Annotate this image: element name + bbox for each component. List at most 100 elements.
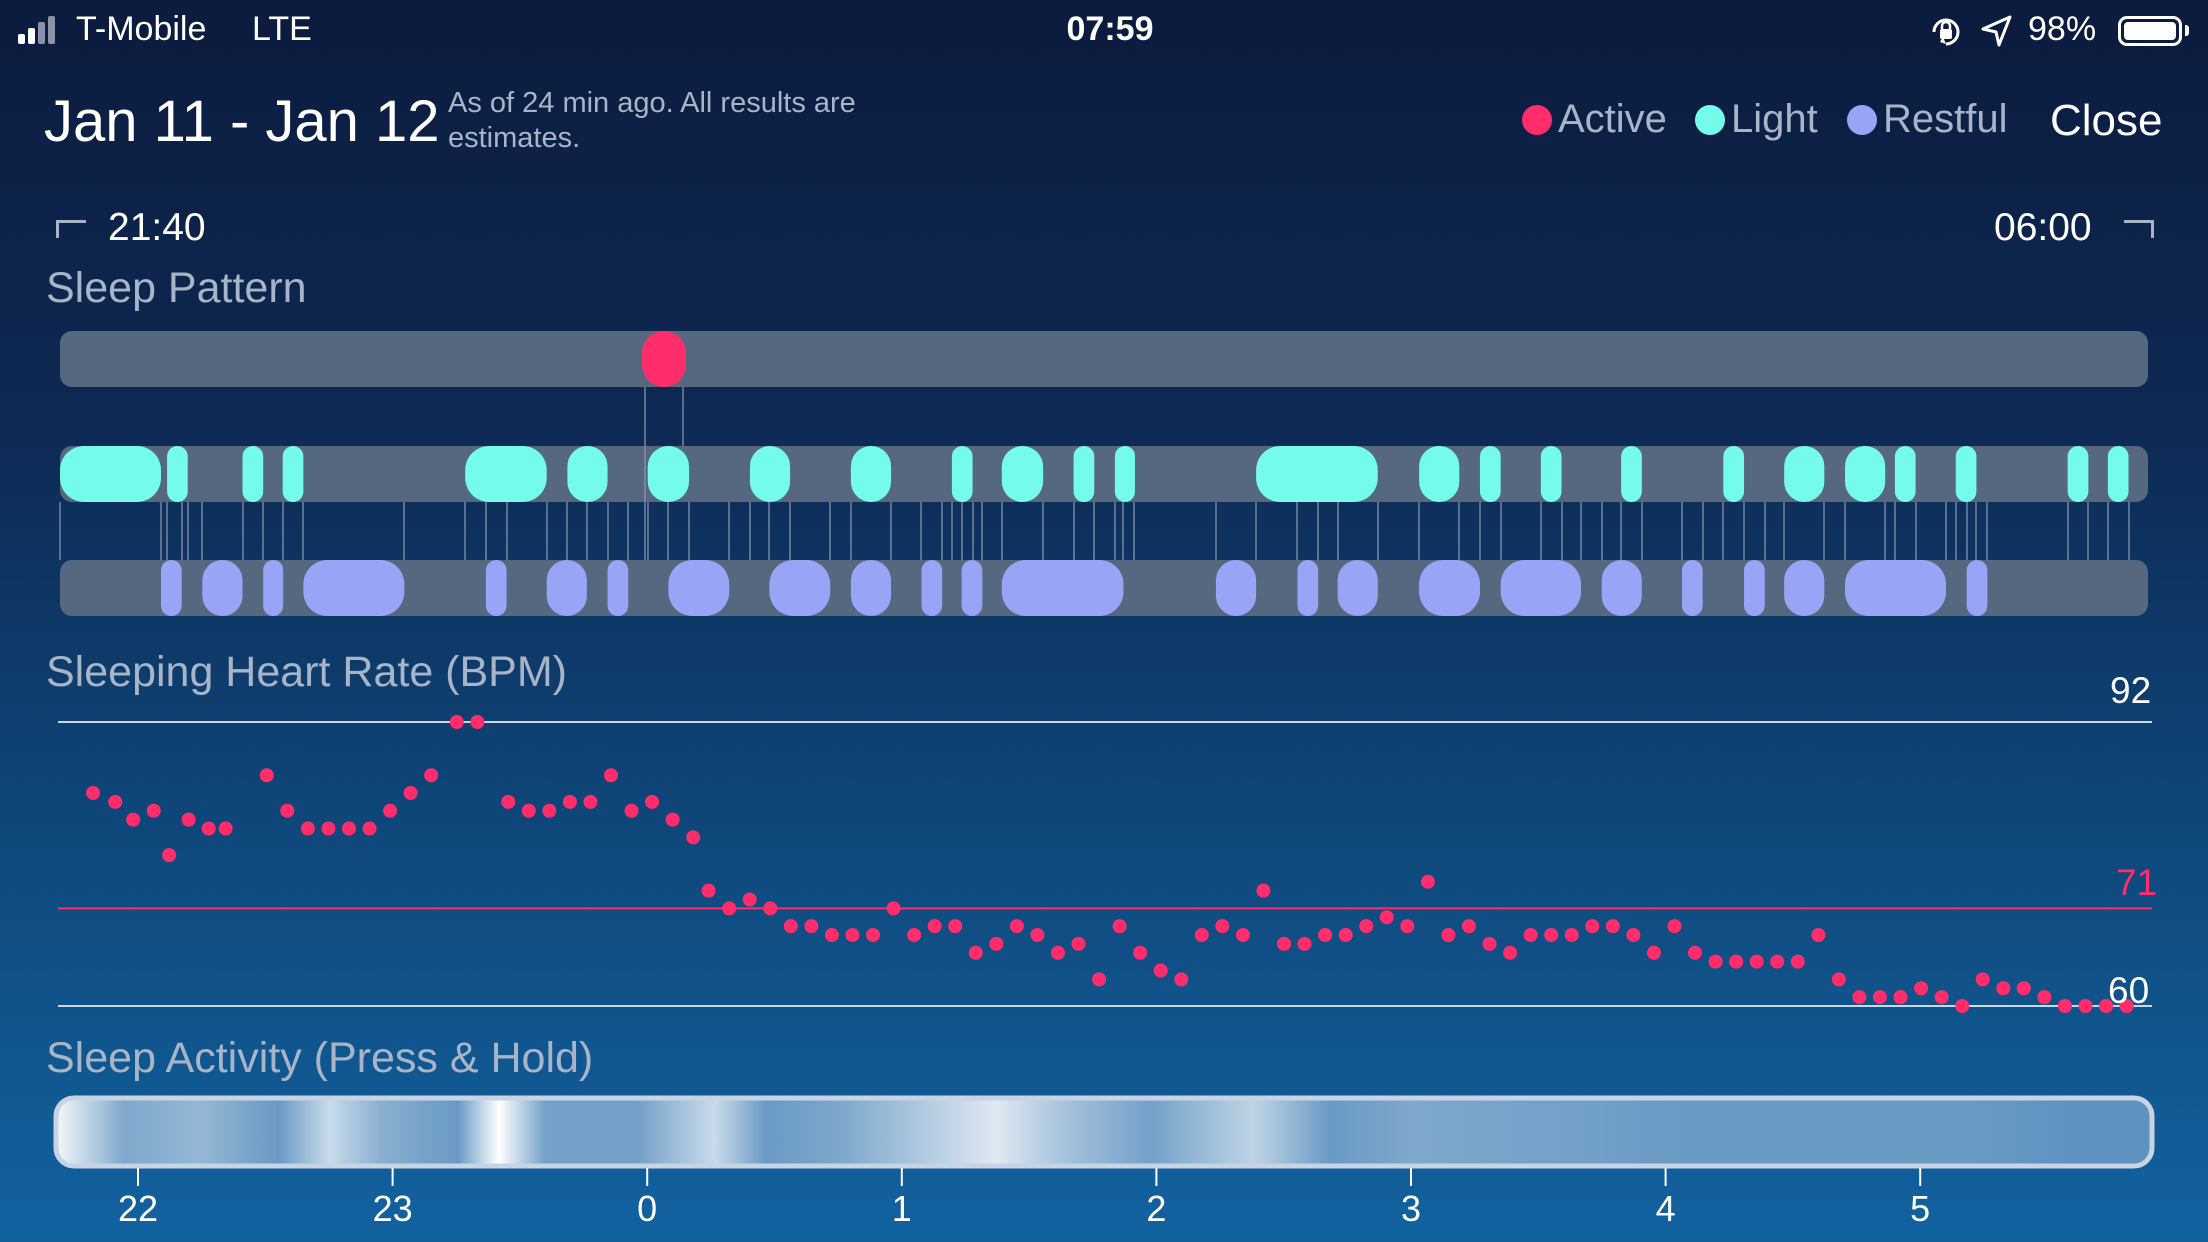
range-end-time: 06:00 [1994, 206, 2092, 249]
restful-segment [1001, 560, 1124, 616]
light-segment [1894, 446, 1916, 502]
light-segment [1114, 446, 1135, 502]
light-segment [1621, 446, 1642, 502]
heart-rate-point [1256, 883, 1271, 898]
heart-rate-point [1893, 990, 1908, 1005]
heart-rate-point [1914, 981, 1929, 996]
axis-label: 22 [117, 1188, 159, 1229]
restful-segment [202, 560, 243, 616]
heart-rate-point [1400, 919, 1415, 934]
light-segment [1723, 446, 1745, 502]
heart-rate-point [886, 901, 901, 916]
restful-segment [303, 560, 405, 616]
heart-rate-point [603, 768, 618, 783]
restful-segment [485, 560, 507, 616]
heart-rate-point [763, 901, 778, 916]
light-segment [850, 446, 892, 502]
light-segment [647, 446, 690, 502]
activity-strip [53, 1095, 2155, 1169]
light-segment [1784, 446, 1825, 502]
legend-active: Active [1522, 97, 1667, 142]
heart-rate-point [1482, 936, 1497, 951]
legend-light-dot [1695, 104, 1725, 135]
range-start-bracket [56, 220, 86, 238]
legend-active-dot [1522, 104, 1552, 135]
axis-label: 23 [372, 1188, 413, 1229]
heart-rate-point [1194, 928, 1209, 942]
legend-active-label: Active [1558, 97, 1667, 141]
heart-rate-point [1605, 919, 1620, 934]
heart-rate-point [1379, 910, 1394, 925]
heart-rate-point [1297, 936, 1312, 951]
battery-percent: 98% [2028, 10, 2097, 48]
heart-rate-point [162, 848, 177, 863]
heart-rate-point [1996, 981, 2011, 996]
heart-rate-point [259, 768, 274, 783]
heart-rate-point [1277, 936, 1292, 951]
light-segment [242, 446, 264, 502]
clock-time: 07:59 [1066, 10, 1154, 48]
heart-rate-point [1729, 954, 1744, 969]
heart-rate-min-label: 60 [2108, 970, 2150, 1011]
light-segment [567, 446, 608, 502]
heart-rate-point [665, 812, 680, 827]
heart-rate-point [1790, 954, 1805, 969]
heart-rate-point [783, 919, 798, 934]
restful-segment [1419, 560, 1480, 616]
heart-rate-point [1852, 990, 1867, 1005]
light-segment [749, 446, 791, 502]
heart-rate-point [201, 821, 216, 836]
heart-rate-point [1153, 963, 1168, 978]
heart-rate-point [1092, 972, 1107, 987]
heart-rate-point [845, 928, 860, 942]
heart-rate-title: Sleeping Heart Rate (BPM) [46, 648, 567, 696]
restful-segment [1297, 560, 1319, 616]
heart-rate-point [1688, 945, 1703, 960]
heart-rate-point [742, 892, 757, 907]
heart-rate-point [562, 794, 577, 809]
restful-segment [1845, 560, 1947, 616]
light-segment [1073, 446, 1095, 502]
light-segment [1479, 446, 1501, 502]
close-button[interactable]: Close [2050, 96, 2163, 145]
restful-segment [546, 560, 587, 616]
axis-label: 5 [1910, 1188, 1931, 1229]
restful-segment [1215, 560, 1257, 616]
light-segment [60, 446, 161, 502]
heart-rate-point [1215, 919, 1230, 934]
heart-rate-point [403, 786, 418, 800]
heart-rate-point [1318, 928, 1333, 942]
heart-rate-point [1133, 945, 1148, 960]
heart-rate-point [645, 794, 660, 809]
axis-label: 4 [1655, 1188, 1676, 1229]
sleep-pattern-chart [59, 331, 2148, 616]
legend-restful-label: Restful [1883, 97, 2008, 141]
heart-rate-point [1708, 954, 1723, 969]
restful-segment [1337, 560, 1378, 616]
heart-rate-point [1523, 928, 1538, 942]
heart-rate-point [1955, 999, 1970, 1013]
restful-segment [668, 560, 730, 616]
light-segment [167, 446, 188, 502]
legend-light: Light [1695, 97, 1818, 142]
heart-rate-point [1626, 928, 1641, 942]
heart-rate-point [146, 803, 161, 818]
heart-rate-point [1667, 919, 1682, 934]
heart-rate-chart [58, 715, 2152, 1013]
heart-rate-point [1009, 919, 1024, 934]
heart-rate-point [1564, 928, 1579, 942]
axis-label: 0 [637, 1188, 658, 1229]
heart-rate-point [1235, 928, 1250, 942]
estimate-note: As of 24 min ago. All results are estima… [448, 87, 856, 154]
light-segment [1540, 446, 1562, 502]
light-segment [465, 446, 547, 502]
heart-rate-point [300, 821, 315, 836]
heart-rate-point [1831, 972, 1846, 987]
heart-rate-point [362, 821, 377, 836]
heart-rate-point [1174, 972, 1189, 987]
heart-rate-point [280, 803, 295, 818]
legend-light-label: Light [1731, 97, 1818, 141]
heart-rate-point [1585, 919, 1600, 934]
restful-segment [921, 560, 943, 616]
